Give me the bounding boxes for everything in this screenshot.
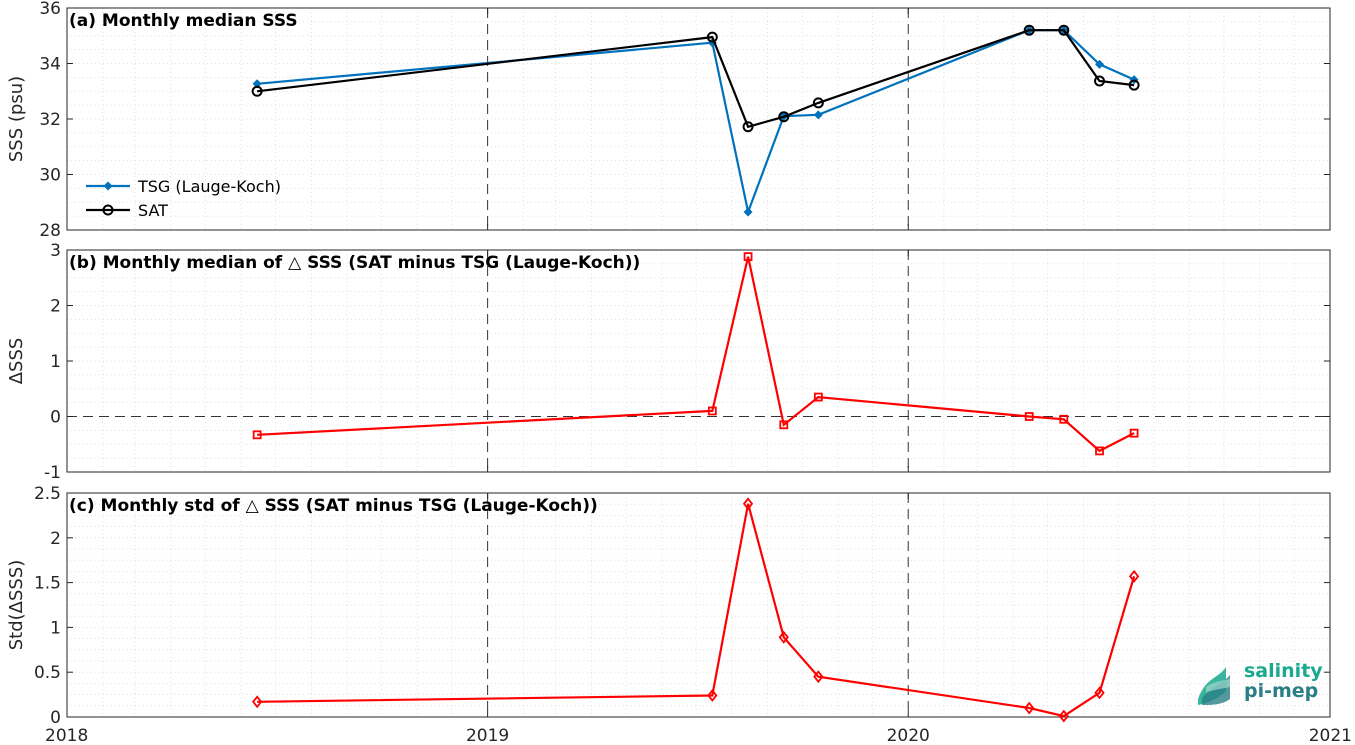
ytick-label: 0	[50, 408, 61, 428]
ytick-label: 2	[50, 529, 61, 549]
data-point	[1128, 569, 1140, 583]
ytick-label: 2	[50, 297, 61, 317]
series-line	[257, 256, 1135, 453]
data-point	[1024, 701, 1035, 715]
xtick-label: 2018	[45, 726, 88, 745]
data-point	[743, 252, 753, 262]
data-point	[1094, 75, 1106, 87]
ytick-label: 34	[39, 55, 61, 75]
ytick-label: 32	[39, 110, 61, 130]
grid-a	[67, 7, 1330, 231]
ytick-label: 1	[50, 618, 61, 638]
ytick-label: 0.5	[34, 663, 61, 683]
ticks-a: 28 30 32 34 36	[39, 0, 1331, 241]
panel-a: 28 30 32 34 36 (a) Monthly median SSS SSS (p…	[6, 0, 1331, 241]
data-point	[813, 110, 823, 120]
ytick-label: 0	[50, 708, 61, 728]
panel-b: -1 0 1 2 3 (b) Monthly median of △ SSS (SAT …	[6, 241, 1331, 483]
data-point	[1128, 79, 1140, 91]
panel-b-title: (b) Monthly median of △ SSS (SAT minus T…	[69, 253, 640, 273]
data-point	[779, 420, 789, 430]
legend-marker	[102, 204, 114, 216]
data-point	[742, 121, 754, 133]
series-b	[252, 252, 1139, 456]
data-point	[743, 207, 753, 217]
data-point	[1129, 428, 1139, 438]
series-a	[251, 24, 1140, 217]
data-point	[252, 79, 262, 89]
year-lines-c	[487, 493, 909, 717]
xtick-label: 2019	[466, 726, 509, 745]
legend-entry-label: TSG (Lauge-Koch)	[137, 177, 281, 196]
data-point	[707, 406, 717, 416]
ytick-label: 28	[39, 221, 61, 241]
data-point	[252, 430, 262, 440]
panel-a-ylabel: SSS (psu)	[6, 76, 27, 162]
series-line	[256, 29, 1135, 129]
panel-b-ylabel: ΔSSS	[6, 338, 27, 385]
ticks-c: 0 0.5 1 1.5 2 2.5 2018 2019 2020 2021	[34, 484, 1352, 745]
data-point	[1024, 412, 1034, 421]
data-point	[812, 97, 824, 109]
panel-c-ylabel: Std(ΔSSS)	[6, 560, 27, 651]
salinity-pimep-logo: salinity pi-mep	[1198, 660, 1323, 705]
data-point	[1059, 414, 1069, 424]
data-point	[1058, 709, 1069, 723]
legend: TSG (Lauge-Koch) SAT	[86, 177, 281, 220]
series-c	[251, 497, 1140, 723]
data-point	[813, 392, 823, 402]
xtick-label: 2020	[887, 726, 930, 745]
data-point	[778, 111, 790, 123]
panel-c: 0 0.5 1 1.5 2 2.5 2018 2019 2020 2021 (c) Monthly…	[6, 484, 1352, 745]
panel-c-title: (c) Monthly std of △ SSS (SAT minus TSG …	[69, 496, 598, 516]
panel-a-title: (a) Monthly median SSS	[69, 11, 298, 31]
series-line	[257, 503, 1136, 718]
ytick-label: 2.5	[34, 484, 61, 504]
ytick-label: 30	[39, 166, 61, 186]
data-point	[707, 689, 718, 702]
data-point	[1095, 59, 1105, 69]
data-point	[251, 695, 263, 709]
legend-marker	[103, 181, 113, 191]
data-point	[813, 670, 824, 684]
year-lines-a	[487, 8, 909, 230]
data-point	[742, 497, 754, 511]
series-line	[257, 29, 1135, 216]
ytick-label: 3	[50, 241, 61, 261]
year-lines-b	[487, 250, 909, 472]
grid-c	[67, 492, 1330, 718]
data-point	[1058, 24, 1070, 36]
data-point	[1023, 24, 1035, 36]
xtick-label: 2021	[1309, 726, 1352, 745]
data-point	[1094, 686, 1105, 700]
data-point	[251, 85, 263, 97]
ytick-label: 1	[50, 352, 61, 372]
logo-text-pimep: pi-mep	[1244, 680, 1318, 702]
ticks-b: -1 0 1 2 3	[44, 241, 1331, 483]
logo-text-salinity: salinity	[1244, 660, 1323, 682]
axes-frame-a	[66, 7, 1331, 231]
ytick-label: 1.5	[34, 574, 61, 594]
legend-entry-label: SAT	[138, 201, 168, 220]
grid-b	[67, 249, 1330, 473]
data-point	[706, 31, 718, 43]
ytick-label: -1	[44, 463, 61, 483]
axes-frame-c	[66, 492, 1331, 718]
ytick-label: 36	[39, 0, 61, 19]
data-point	[778, 630, 789, 644]
data-point	[1095, 446, 1104, 456]
